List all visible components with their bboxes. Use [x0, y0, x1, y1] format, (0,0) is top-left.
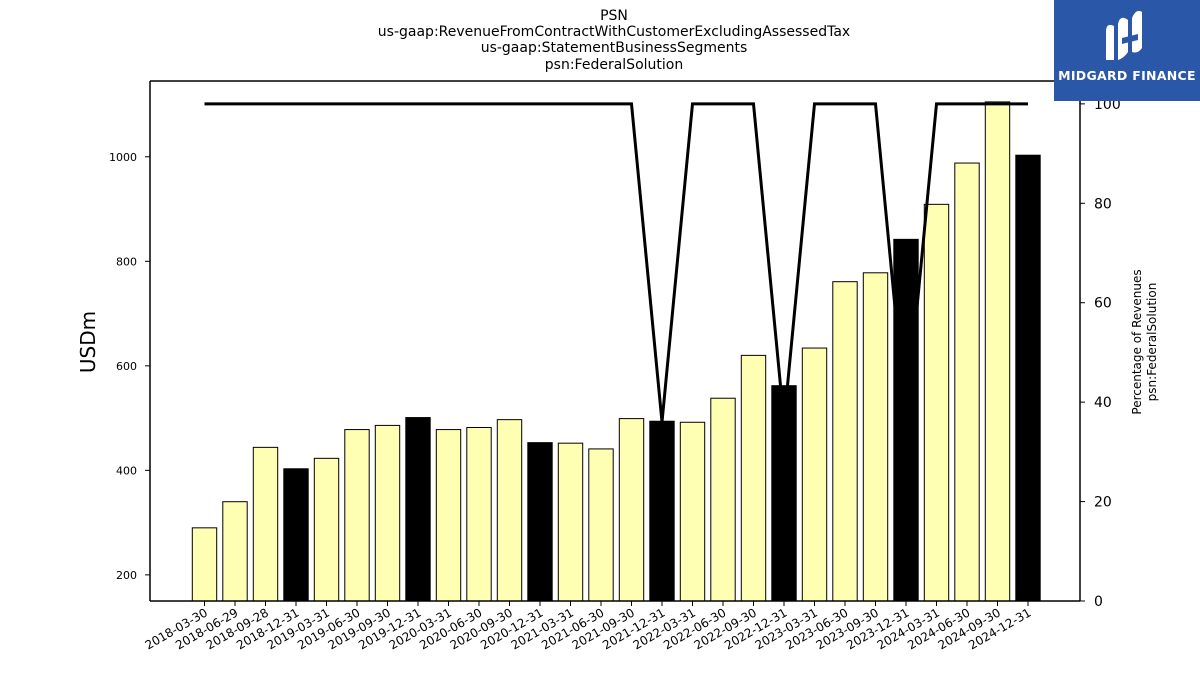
bar-2022-09-30 — [740, 354, 767, 602]
chart-title: PSN us-gaap:RevenueFromContractWithCusto… — [378, 8, 850, 73]
percentage-line-series — [204, 102, 1028, 423]
title-line-1: PSN — [600, 8, 628, 24]
y-axis-label-right-2: psn:FederalSolution — [1145, 283, 1159, 402]
bar-2020-12-31 — [527, 442, 553, 602]
left-tick-label: 400 — [116, 464, 137, 477]
bar-2019-06-30 — [344, 429, 370, 602]
left-tick-label: 1000 — [109, 151, 137, 164]
left-tick-label: 600 — [116, 360, 137, 373]
bar-2024-06-30 — [954, 162, 980, 602]
right-tick-label: 80 — [1094, 196, 1112, 212]
bar-2022-03-31 — [679, 421, 706, 602]
bar-2022-06-30 — [710, 397, 736, 602]
bar-2018-09-28 — [252, 446, 279, 602]
left-y-axis: 200 400 600 800 1000 — [109, 151, 150, 582]
bar-2019-03-31 — [313, 457, 340, 602]
bar-2023-09-30 — [862, 272, 889, 602]
bar-2021-06-30 — [588, 448, 614, 602]
y-axis-label-left: USDm — [76, 311, 100, 373]
bar-2018-03-30 — [191, 527, 218, 602]
bar-2020-09-30 — [496, 419, 523, 602]
y-axis-label-right-1: Percentage of Revenues — [1130, 269, 1144, 414]
right-tick-label: 0 — [1094, 594, 1103, 610]
brand-logo: MIDGARD FINANCE — [1054, 0, 1200, 101]
percentage-line — [204, 102, 1028, 423]
plot-frame — [149, 80, 1081, 602]
bar-2021-12-31 — [649, 420, 675, 602]
bar-2024-03-31 — [923, 203, 950, 602]
title-line-3: us-gaap:StatementBusinessSegments — [481, 40, 748, 56]
left-tick-label: 200 — [116, 569, 137, 582]
right-tick-label: 40 — [1094, 395, 1112, 411]
bar-2023-03-31 — [801, 347, 828, 602]
bar-2024-09-30 — [984, 101, 1011, 602]
bar-2021-09-30 — [618, 418, 645, 602]
left-tick-label: 800 — [116, 255, 137, 268]
title-line-4: psn:FederalSolution — [545, 57, 683, 73]
x-axis: 2018-03-302018-06-292018-09-282018-12-31… — [143, 601, 1034, 652]
right-tick-label: 60 — [1094, 296, 1112, 312]
midgard-logo-icon — [1106, 10, 1142, 60]
bar-2018-12-31 — [283, 468, 309, 602]
bar-2024-12-31 — [1015, 154, 1041, 602]
bar-2019-09-30 — [374, 424, 401, 602]
right-tick-label: 20 — [1094, 495, 1112, 511]
title-line-2: us-gaap:RevenueFromContractWithCustomerE… — [378, 24, 850, 40]
brand-name: MIDGARD FINANCE — [1058, 68, 1196, 83]
bar-2019-12-31 — [405, 417, 431, 602]
bar-2021-03-31 — [557, 442, 584, 602]
bar-2020-06-30 — [466, 426, 492, 602]
bar-2018-06-29 — [222, 501, 248, 602]
bar-2020-03-31 — [435, 429, 462, 602]
bar-2023-06-30 — [832, 281, 858, 602]
